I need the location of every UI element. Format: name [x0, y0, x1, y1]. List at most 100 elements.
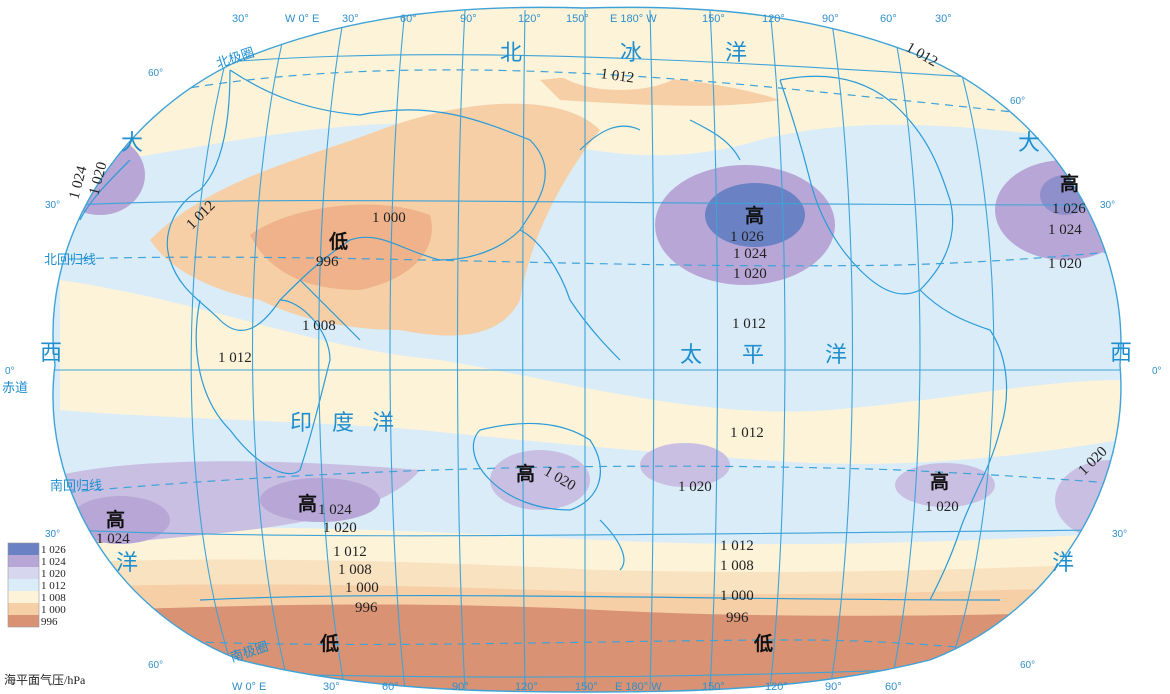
- lon-bottom-label: 60°: [885, 681, 902, 693]
- lon-bottom-label: 90°: [825, 681, 842, 693]
- lon-top-label: 150°: [566, 13, 589, 25]
- pacific-ocean-char: 洋: [825, 343, 847, 368]
- isobar-label: 1 020: [323, 520, 357, 536]
- isobar-labels: 1 012 1 012 1 024 1 020 1 012 1 000 996 …: [66, 40, 1110, 626]
- legend-swatch: [8, 615, 39, 627]
- isobar-label: 1 008: [720, 558, 754, 574]
- isobar-label: 996: [355, 600, 378, 616]
- lon-top-label: 30°: [935, 13, 952, 25]
- isobar-label: 1 020: [1048, 256, 1082, 272]
- isobar-label: 1 000: [720, 588, 754, 604]
- equator-label: 赤道: [2, 381, 28, 396]
- lon-bottom-label: 60°: [382, 681, 399, 693]
- isobar-label: 1 026: [730, 229, 764, 245]
- ocean-names: 北 冰 洋 大 西 洋 大 西 洋 太 平 洋 印 度 洋: [40, 41, 1132, 576]
- lon-top-label: W 0° E: [285, 13, 319, 25]
- longitude-labels-top: 30° W 0° E 30° 60° 90° 120° 150° E 180° …: [232, 13, 952, 25]
- legend-label: 1 012: [41, 580, 66, 592]
- legend-swatch: [8, 603, 39, 615]
- isobar-label: 1 020: [678, 479, 712, 495]
- high-center-azores: 高: [1060, 172, 1079, 195]
- low-center-asia: 低: [328, 230, 348, 253]
- high-center-pacific: 高: [745, 204, 764, 227]
- legend-label: 1 008: [41, 592, 66, 604]
- indian-ocean-char: 度: [332, 411, 354, 436]
- low-center-south-e: 低: [753, 632, 773, 655]
- legend-swatch: [8, 579, 39, 591]
- legend-label: 1 024: [41, 556, 66, 568]
- legend-label: 996: [41, 616, 58, 628]
- isobar-label: 1 012: [599, 66, 635, 87]
- isobar-label: 1 012: [730, 425, 764, 441]
- lon-top-label: 60°: [400, 13, 417, 25]
- isobar-label: 1 012: [218, 350, 252, 366]
- latitude-labels: 60° 60° 30° 30° 0° 0° 30° 30° 60° 60°: [5, 68, 1162, 671]
- high-cell-aus: [490, 450, 590, 510]
- atlantic-ocean-char-east: 大: [1018, 131, 1040, 156]
- lat-label: 60°: [148, 68, 163, 79]
- high-cell-sae: [1055, 460, 1121, 540]
- lon-bottom-label: W 0° E: [232, 681, 266, 693]
- isobar-label: 1 020: [925, 499, 959, 515]
- isobar-label: 1 024: [96, 531, 130, 547]
- legend-title: 海平面气压/hPa: [4, 672, 86, 687]
- lon-top-label: 90°: [822, 13, 839, 25]
- graticule: [52, 9, 1121, 691]
- isobar-label: 1 020: [733, 266, 767, 282]
- arctic-circle-line: [149, 69, 1081, 121]
- isobar-label: 1 008: [302, 318, 336, 334]
- lon-top-label: 90°: [460, 13, 477, 25]
- atlantic-ocean-char-east: 洋: [1052, 551, 1074, 576]
- lon-top-label: E 180° W: [610, 13, 657, 25]
- legend-label: 1 000: [41, 604, 66, 616]
- indian-ocean-char: 印: [290, 411, 312, 436]
- legend-swatch: [8, 543, 39, 555]
- lon-bottom-label: E 180° W: [615, 681, 662, 693]
- lat-label: 30°: [45, 200, 60, 211]
- isobar-label: 1 024: [733, 246, 767, 262]
- isobar-label: 1 026: [1052, 201, 1086, 217]
- tropic-of-capricorn-label: 南回归线: [50, 478, 102, 494]
- high-center-sa: 高: [106, 508, 125, 531]
- atlantic-ocean-char-west: 西: [40, 341, 62, 366]
- lon-bottom-label: 150°: [702, 681, 725, 693]
- isobar-label: 1 008: [338, 562, 372, 578]
- high-center-sio: 高: [298, 492, 317, 515]
- isobar-label: 1 012: [720, 538, 754, 554]
- pacific-ocean-char: 平: [742, 343, 764, 368]
- low-center-south-w: 低: [319, 632, 339, 655]
- lon-top-label: 30°: [232, 13, 249, 25]
- tropic-of-cancer-label: 北回归线: [44, 253, 96, 268]
- lon-bottom-label: 120°: [515, 681, 538, 693]
- pressure-centers: 高 高 低 高 高 高 高 低 低: [106, 172, 1079, 655]
- lat-label: 0°: [1152, 366, 1162, 377]
- coastlines: [79, 69, 1101, 601]
- longitude-labels-bottom: W 0° E 30° 60° 90° 120° 150° E 180° W 15…: [232, 681, 902, 693]
- isobar-label: 1 012: [333, 544, 367, 560]
- arctic-ocean-char: 冰: [620, 41, 642, 66]
- antarctic-circle-line: [149, 639, 1081, 661]
- isobar-label: 1 024: [318, 502, 352, 518]
- band-1008-tropics: [60, 280, 1120, 464]
- lon-bottom-label: 120°: [765, 681, 788, 693]
- tropic-of-capricorn-line: [52, 465, 1121, 496]
- high-cell-pacific-1026: [705, 183, 805, 247]
- isobar-label: 1 024: [1048, 222, 1082, 238]
- atlantic-ocean-char-west: 大: [121, 131, 143, 156]
- pacific-ocean-char: 太: [680, 343, 702, 368]
- high-cell-sio-1024: [260, 478, 380, 522]
- high-cell-sp: [640, 443, 730, 487]
- globe-outline: [52, 6, 1122, 693]
- isobar-label: 996: [726, 610, 749, 626]
- atlantic-ocean-char-west: 洋: [116, 551, 138, 576]
- isobar-label: 1 000: [372, 210, 406, 226]
- lon-bottom-label: 30°: [323, 681, 340, 693]
- lat-label: 30°: [45, 529, 60, 540]
- isobar-label: 1 000: [345, 580, 379, 596]
- legend-swatch: [8, 591, 39, 603]
- tropic-of-cancer-line: [52, 249, 1121, 267]
- arctic-ocean-char: 北: [500, 41, 522, 66]
- isobar-label: 996: [316, 254, 339, 270]
- high-center-sep: 高: [930, 470, 949, 493]
- high-cell-sa-1024: [70, 496, 170, 544]
